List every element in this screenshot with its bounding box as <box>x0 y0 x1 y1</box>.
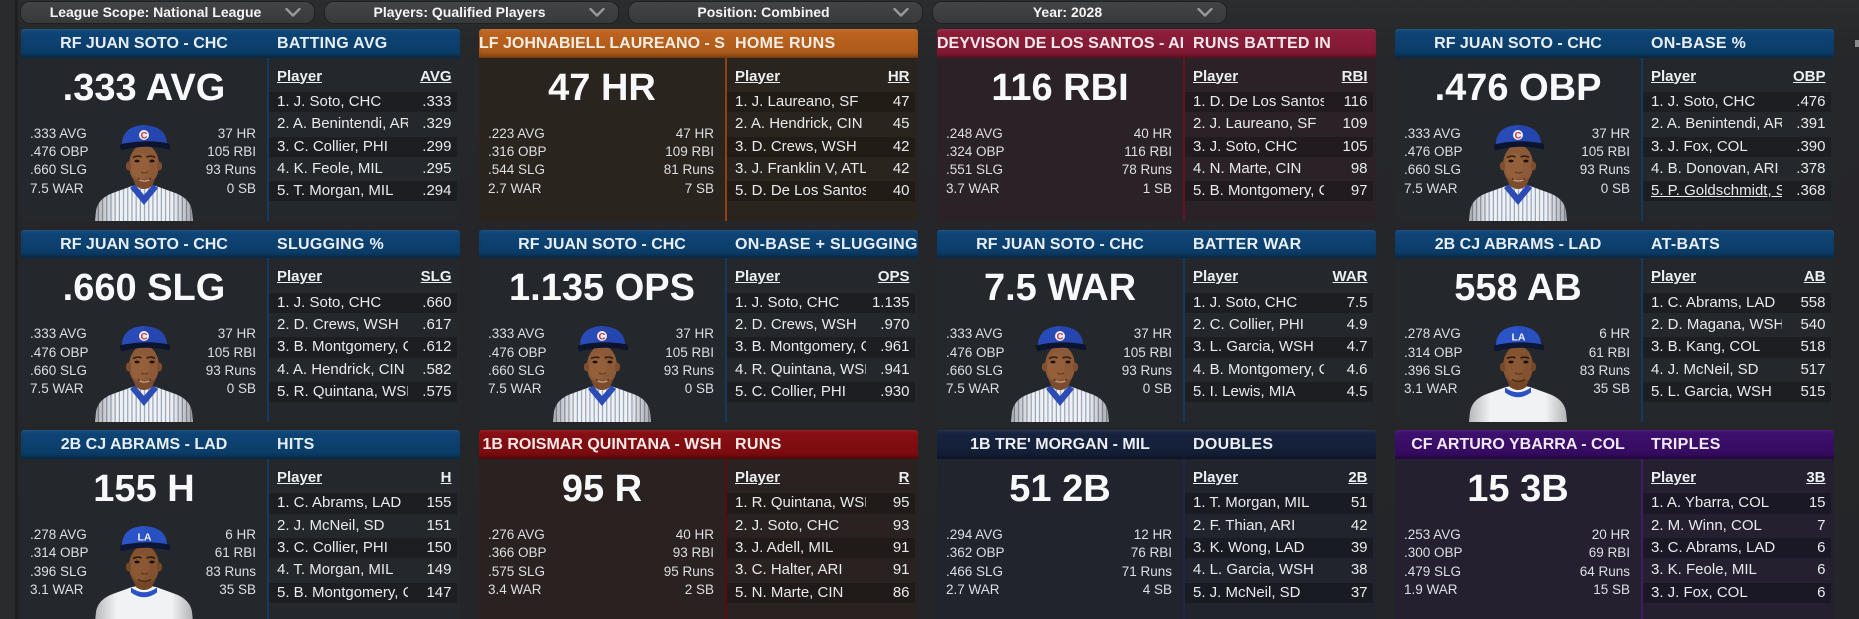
svg-text:C: C <box>1515 130 1522 141</box>
svg-text:C: C <box>599 331 606 342</box>
svg-text:LA: LA <box>1512 331 1526 343</box>
svg-text:C: C <box>141 331 148 342</box>
svg-text:C: C <box>1057 331 1064 342</box>
svg-text:C: C <box>141 130 148 141</box>
svg-text:LA: LA <box>138 532 152 544</box>
